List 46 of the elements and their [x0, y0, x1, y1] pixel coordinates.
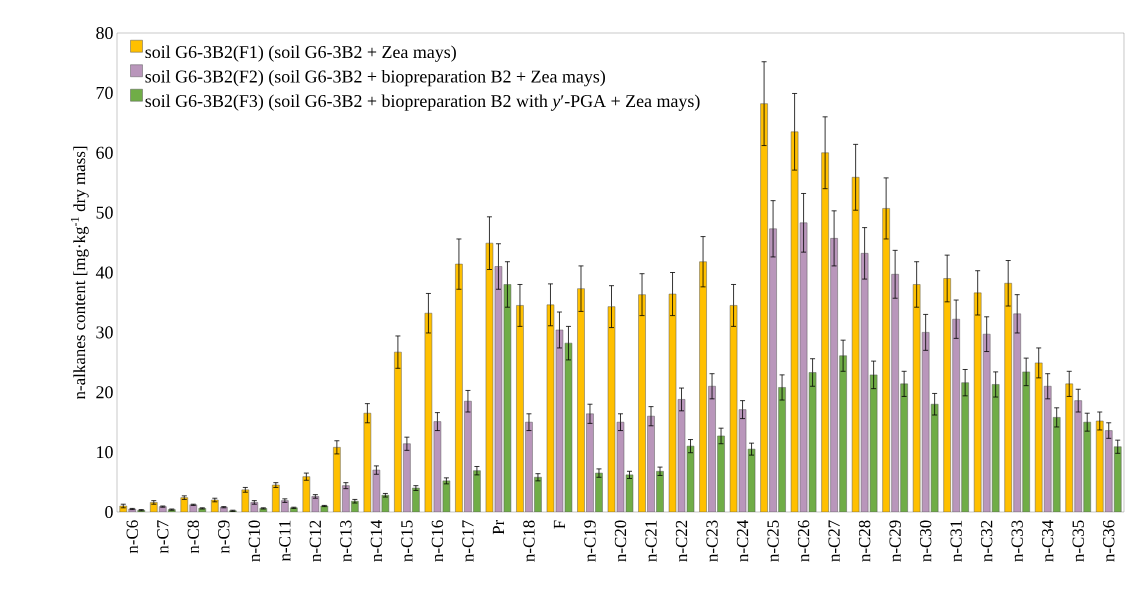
- x-tick-label: n-C24: [736, 520, 749, 562]
- x-tick-label: n-C10: [248, 520, 261, 562]
- x-tick-label: n-C30: [919, 520, 932, 562]
- x-tick-label: n-C31: [950, 520, 962, 562]
- x-tick-label: n-C13: [340, 520, 352, 562]
- x-tick-label: n-C11: [279, 520, 291, 562]
- x-tick-label: n-C18: [523, 520, 535, 562]
- x-tick-label: n-C34: [1042, 520, 1054, 562]
- x-tick-label: n-C12: [309, 520, 322, 562]
- y-tick-label: 70: [96, 86, 113, 99]
- x-tick-label: n-C17: [462, 520, 474, 562]
- y-tick-label: 50: [96, 206, 113, 219]
- x-tick-label: n-C8: [187, 520, 200, 554]
- x-tick-label: n-C21: [645, 520, 657, 562]
- legend-label: soil G6-3B2(F2) (soil G6-3B2 + biopreparation B2 + Zea mays): [145, 69, 605, 87]
- x-tick-label: n-C9: [218, 520, 230, 554]
- x-tick-label: n-C28: [858, 520, 871, 562]
- y-axis-title: n-alkanes content [mg·kg$^{-1}$ dry mass]: [70, 146, 89, 400]
- y-tick-label: 20: [96, 386, 113, 399]
- x-tick-label: n-C14: [370, 520, 383, 562]
- legend-label: soil G6-3B2(F1) (soil G6-3B2 + Zea mays): [145, 45, 456, 62]
- x-tick-label: n-C36: [1103, 520, 1115, 562]
- y-tick-label: 10: [97, 446, 113, 459]
- x-tick-label: Pr: [492, 519, 504, 535]
- x-tick-label: n-C7: [157, 520, 169, 554]
- x-tick-label: n-C23: [706, 520, 718, 562]
- x-tick-label: n-C6: [126, 520, 138, 554]
- x-tick-label: n-C20: [614, 520, 627, 562]
- x-tick-label: n-C22: [675, 520, 688, 562]
- x-tick-label: n-C29: [889, 520, 901, 562]
- x-tick-label: n-C19: [584, 520, 596, 562]
- y-tick-label: 30: [96, 326, 113, 339]
- x-tick-label: n-C16: [431, 520, 444, 562]
- x-tick-label: n-C33: [1011, 520, 1023, 562]
- x-tick-label: n-C15: [401, 520, 413, 562]
- x-tick-label: n-C27: [828, 520, 840, 562]
- x-tick-label: n-C26: [797, 520, 810, 562]
- legend-label: soil G6-3B2(F3) (soil G6-3B2 + biopreparation B2 with y′-PGA + Zea mays): [145, 94, 700, 111]
- x-tick-label: n-C35: [1072, 520, 1084, 562]
- x-tick-label: F: [553, 520, 566, 529]
- y-tick-label: 80: [96, 26, 113, 40]
- x-tick-label: n-C32: [980, 520, 993, 562]
- y-tick-label: 0: [105, 505, 113, 519]
- x-tick-label: n-C25: [767, 520, 779, 562]
- y-tick-label: 40: [95, 266, 113, 279]
- y-tick-label: 60: [96, 146, 113, 159]
